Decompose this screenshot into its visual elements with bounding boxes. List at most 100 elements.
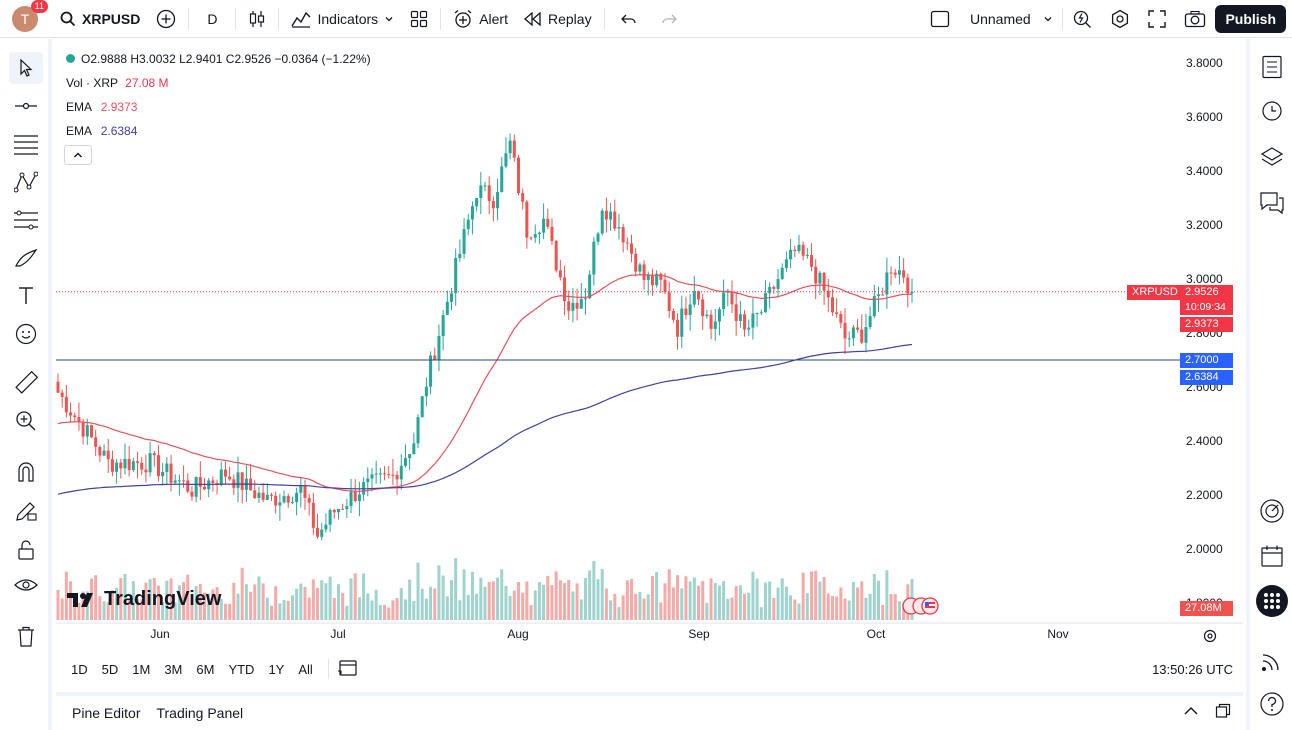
volume-bar	[717, 585, 721, 620]
object-tree-button[interactable]	[1256, 141, 1288, 173]
stream-button[interactable]	[1256, 645, 1288, 677]
volume-legend-label: Vol · XRP	[66, 76, 118, 90]
measure-tool[interactable]	[9, 367, 43, 399]
ema-slow-legend[interactable]: EMA 2.6384	[66, 124, 137, 138]
candle-body	[450, 293, 454, 302]
volume-bar	[546, 575, 550, 620]
volume-bar	[768, 581, 772, 620]
fullscreen-button[interactable]	[1140, 0, 1174, 38]
candle-body	[119, 462, 123, 469]
candle-body	[696, 291, 701, 300]
candle-body	[307, 497, 311, 503]
ema-fast-legend[interactable]: EMA 2.9373	[66, 100, 137, 114]
chart-type-button[interactable]	[240, 0, 274, 38]
ideas-button[interactable]	[1256, 495, 1288, 527]
chart-pane[interactable]: 3.8000 3.6000 3.4000 3.2000 3.0000 2.8000 2.60…	[56, 45, 1243, 648]
ema-slow-value: 2.6384	[100, 124, 138, 138]
chats-button[interactable]	[1256, 187, 1288, 219]
hide-drawings-tool[interactable]	[9, 569, 43, 601]
range-button-1m[interactable]: 1M	[132, 661, 151, 677]
trading-panel-tab[interactable]: Trading Panel	[156, 705, 244, 721]
us-flag-icon	[902, 597, 939, 615]
fib-tool[interactable]	[9, 128, 43, 160]
volume-bar	[776, 587, 780, 620]
help-icon	[1260, 692, 1284, 716]
magnet-tool[interactable]	[9, 456, 43, 488]
candle-body	[169, 463, 173, 483]
search-icon	[60, 11, 76, 26]
last-price-label: 2.9526	[1180, 285, 1233, 300]
zoom-tool[interactable]	[9, 405, 43, 437]
candles-icon	[250, 10, 265, 27]
range-button-6m[interactable]: 6M	[196, 661, 215, 677]
divider	[188, 7, 190, 30]
remove-drawings-tool[interactable]	[9, 621, 43, 653]
calendar-button[interactable]	[1256, 540, 1288, 572]
volume-bar	[621, 595, 625, 620]
user-avatar[interactable]: T 11	[12, 0, 48, 32]
brush-tool[interactable]	[9, 242, 43, 274]
range-button-5d[interactable]: 5D	[101, 661, 119, 677]
indicators-icon	[291, 11, 311, 28]
redo-button[interactable]	[649, 0, 689, 38]
candle-body	[353, 491, 357, 502]
pine-editor-tab[interactable]: Pine Editor	[72, 705, 141, 721]
volume-bar	[278, 603, 282, 620]
text-tool[interactable]	[9, 280, 43, 312]
x-tick-label: Sep	[688, 627, 710, 641]
indicators-button[interactable]: Indicators	[283, 0, 402, 38]
symbol-search[interactable]: XRPUSD	[52, 0, 148, 38]
maximize-panel-button[interactable]	[1215, 703, 1231, 722]
quick-search-button[interactable]	[1064, 0, 1100, 38]
range-button-all[interactable]: All	[298, 661, 313, 677]
volume-bar	[60, 598, 64, 620]
candle-body	[85, 425, 89, 437]
trend-line-tool[interactable]	[9, 90, 43, 122]
compare-button[interactable]	[148, 0, 184, 38]
price-chart[interactable]: 3.80003.60003.40003.20003.00002.80002.60…	[56, 45, 1243, 648]
search-zap-icon	[1073, 10, 1091, 28]
publish-button[interactable]: Publish	[1215, 5, 1286, 33]
templates-button[interactable]	[402, 0, 436, 38]
volume-legend[interactable]: Vol · XRP 27.08 M	[66, 76, 169, 90]
interval-button[interactable]: D	[193, 0, 231, 38]
pattern-tool[interactable]	[9, 166, 43, 198]
volume-bar	[780, 578, 784, 620]
cursor-tool[interactable]	[9, 52, 43, 84]
replay-button[interactable]: Replay	[516, 0, 600, 38]
alerts-button[interactable]	[1256, 94, 1288, 126]
products-button[interactable]	[1256, 585, 1288, 617]
icon-tool[interactable]	[9, 318, 43, 350]
clock[interactable]: 13:50:26 UTC	[1152, 661, 1233, 677]
range-button-ytd[interactable]: YTD	[228, 661, 255, 677]
range-button-1y[interactable]: 1Y	[268, 661, 285, 677]
candle-body	[316, 527, 320, 537]
candle-body	[173, 480, 177, 483]
volume-bar	[173, 602, 177, 620]
layout-button[interactable]: Unnamed	[922, 0, 1061, 38]
time-scale-settings-button[interactable]	[1203, 629, 1217, 646]
undo-button[interactable]	[609, 0, 649, 38]
range-button-1d[interactable]: 1D	[71, 661, 88, 677]
volume-bar	[600, 569, 604, 620]
expand-panel-button[interactable]	[1183, 704, 1199, 720]
goto-date-button[interactable]	[337, 658, 359, 681]
watchlist-button[interactable]	[1256, 51, 1288, 83]
tradingview-logo[interactable]: TradingView	[66, 588, 221, 611]
keep-drawing-tool[interactable]	[9, 495, 43, 527]
help-button[interactable]	[1256, 688, 1288, 720]
alert-button[interactable]: Alert	[445, 0, 516, 38]
events-flags[interactable]	[899, 596, 941, 619]
range-button-3m[interactable]: 3M	[164, 661, 183, 677]
snapshot-button[interactable]	[1176, 0, 1214, 38]
candle-body	[123, 458, 127, 469]
chat-icon	[1260, 192, 1284, 215]
volume-bar	[889, 594, 893, 620]
candle-body	[236, 472, 240, 488]
lock-drawings-tool[interactable]	[9, 534, 43, 566]
forecasting-tool[interactable]	[9, 204, 43, 236]
candle-body	[445, 301, 449, 315]
collapse-legend-button[interactable]	[64, 145, 92, 165]
volume-bar	[303, 586, 307, 620]
settings-button[interactable]	[1102, 0, 1138, 38]
